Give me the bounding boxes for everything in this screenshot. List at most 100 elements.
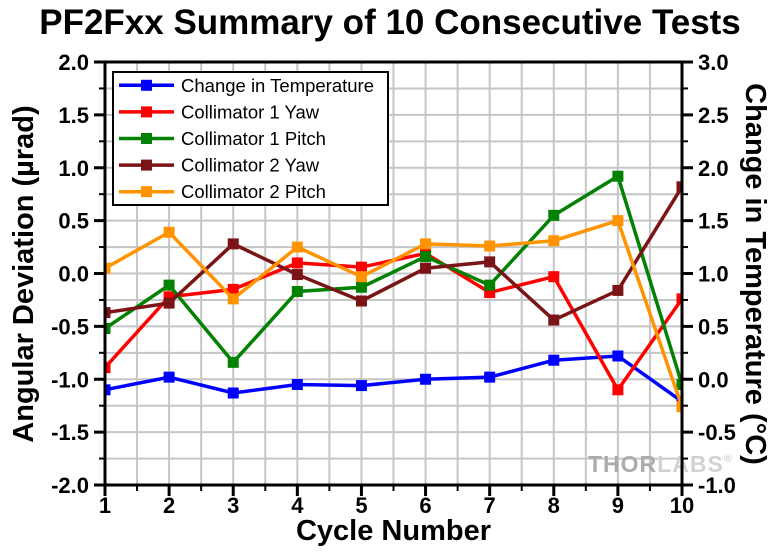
right-axis-tick-label: 3.0 (698, 50, 729, 75)
series-marker-collimator-1-yaw (548, 271, 560, 283)
series-marker-collimator-2-pitch (105, 262, 111, 274)
legend-label: Change in Temperature (181, 75, 374, 96)
series-marker-collimator-2-pitch (355, 271, 367, 283)
series-line-collimator-2-pitch (105, 218, 682, 408)
series-marker-collimator-1-yaw (612, 384, 624, 396)
series-marker-collimator-2-pitch (227, 293, 239, 305)
left-axis-tick-label: 1.0 (58, 156, 89, 181)
series-marker-collimator-1-yaw (291, 257, 303, 269)
series-marker-change-in-temperature (484, 371, 496, 383)
x-axis-tick-label: 3 (227, 493, 239, 518)
series-marker-collimator-1-yaw (163, 291, 175, 303)
right-axis-tick-label: 2.5 (698, 103, 729, 128)
series-marker-collimator-2-yaw (612, 284, 624, 296)
x-axis-tick-label: 10 (670, 493, 694, 518)
series-marker-collimator-2-pitch (676, 401, 682, 413)
series-marker-collimator-2-pitch (291, 241, 303, 253)
series-marker-collimator-2-yaw (420, 262, 432, 274)
series-line-change-in-temperature (105, 354, 682, 403)
right-axis-tick-label: 2.0 (698, 156, 729, 181)
legend-item-collimator-1-pitch: Collimator 1 Pitch (119, 128, 326, 149)
right-axis-tick-label: -1.0 (698, 473, 736, 498)
left-axis-tick-label: 0.0 (58, 262, 89, 287)
series-marker-collimator-2-yaw (291, 269, 303, 281)
legend-item-change-in-temperature: Change in Temperature (119, 75, 374, 96)
left-axis-tick-label: 0.5 (58, 209, 89, 234)
series-marker-collimator-2-yaw (105, 307, 111, 319)
series-marker-collimator-2-pitch (484, 240, 496, 252)
left-axis-tick-label: -0.5 (51, 314, 89, 339)
x-axis-tick-label: 7 (484, 493, 496, 518)
series-marker-collimator-2-yaw (548, 314, 560, 326)
series-marker-collimator-2-yaw (355, 295, 367, 307)
right-axis-tick-label: 0.5 (698, 314, 729, 339)
series-marker-collimator-2-yaw (227, 238, 239, 250)
series-marker-collimator-1-yaw (355, 261, 367, 273)
x-axis-tick-label: 2 (163, 493, 175, 518)
series-marker-collimator-1-pitch (548, 209, 560, 221)
series-marker-collimator-1-pitch (163, 279, 175, 291)
legend-label: Collimator 2 Pitch (181, 181, 326, 202)
legend-marker (141, 159, 152, 171)
legend-marker (141, 133, 152, 144)
x-axis-tick-label: 4 (291, 493, 304, 518)
x-axis-tick-label: 6 (419, 493, 431, 518)
series-marker-change-in-temperature (420, 373, 432, 385)
legend-label: Collimator 1 Pitch (181, 128, 326, 149)
series-marker-collimator-1-yaw (227, 283, 239, 295)
left-axis-tick-label: -2.0 (51, 473, 89, 498)
series-marker-collimator-2-pitch (548, 235, 560, 247)
series-marker-collimator-2-pitch (612, 215, 624, 227)
x-axis-tick-label: 8 (548, 493, 560, 518)
series-group (105, 170, 682, 413)
series-marker-change-in-temperature (163, 371, 175, 383)
series-marker-collimator-1-pitch (291, 285, 303, 297)
series-marker-collimator-1-yaw (105, 362, 111, 374)
series-marker-change-in-temperature (105, 384, 111, 396)
left-axis-tick-label: -1.5 (51, 420, 89, 445)
legend-item-collimator-2-pitch: Collimator 2 Pitch (119, 181, 326, 202)
left-axis-tick-label: 1.5 (58, 103, 89, 128)
series-marker-change-in-temperature (612, 350, 624, 362)
left-axis-tick-label: 2.0 (58, 50, 89, 75)
series-marker-collimator-1-pitch (227, 356, 239, 368)
chart-title: PF2Fxx Summary of 10 Consecutive Tests (39, 3, 741, 42)
x-axis-tick-label: 1 (99, 493, 111, 518)
series-marker-change-in-temperature (227, 387, 239, 399)
series-marker-collimator-1-pitch (612, 170, 624, 182)
series-marker-collimator-1-pitch (484, 279, 496, 291)
series-marker-collimator-1-pitch (676, 379, 682, 391)
x-axis-label: Cycle Number (295, 515, 491, 547)
series-marker-collimator-2-yaw (163, 297, 175, 309)
right-axis-tick-label: 1.0 (698, 262, 729, 287)
series-marker-change-in-temperature (355, 380, 367, 392)
legend-label: Collimator 1 Yaw (181, 101, 320, 122)
thorlabs-watermark: THORLABS® (588, 451, 733, 477)
legend: Change in Temperature Collimator 1 Yaw Col… (112, 71, 389, 206)
series-line-collimator-2-yaw (105, 185, 682, 323)
x-axis-tick-label: 9 (612, 493, 624, 518)
series-marker-collimator-1-yaw (676, 293, 682, 305)
right-axis-tick-label: 1.5 (698, 209, 729, 234)
series-marker-collimator-1-pitch (105, 322, 111, 334)
legend-marker (141, 106, 152, 118)
series-line-collimator-1-pitch (105, 173, 682, 386)
series-marker-collimator-1-pitch (355, 281, 367, 293)
right-axis-tick-label: 0.0 (698, 367, 729, 392)
legend-item-collimator-2-yaw: Collimator 2 Yaw (119, 155, 320, 176)
series-marker-change-in-temperature (291, 379, 303, 391)
legend-label: Collimator 2 Yaw (181, 155, 320, 176)
left-axis-tick-label: -1.0 (51, 367, 89, 392)
legend-item-collimator-1-yaw: Collimator 1 Yaw (119, 101, 320, 122)
series-marker-collimator-2-yaw (484, 256, 496, 268)
series-marker-collimator-2-pitch (163, 226, 175, 238)
legend-marker (141, 79, 152, 91)
series-marker-collimator-1-pitch (420, 251, 432, 263)
legend-marker (141, 186, 152, 198)
series-marker-collimator-2-yaw (676, 181, 682, 193)
series-marker-change-in-temperature (548, 354, 560, 366)
axis-ticks (94, 60, 693, 496)
x-axis-tick-label: 5 (355, 493, 367, 518)
